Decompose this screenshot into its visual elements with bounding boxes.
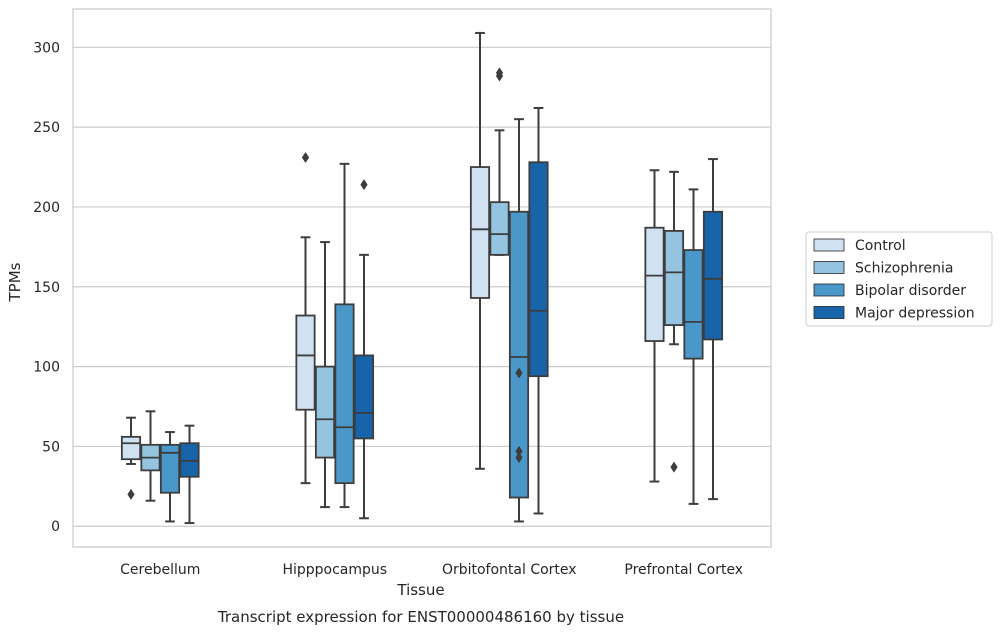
y-tick-label: 0 — [51, 519, 60, 535]
outlier-point — [515, 452, 523, 464]
y-tick-label: 150 — [33, 280, 60, 296]
box-body — [489, 201, 510, 256]
series-bipolar-disorder — [159, 118, 704, 523]
x-axis-ticks: Cerebellum Hipppocampus Orbitofontal Corte… — [120, 562, 743, 578]
outlier-point — [670, 461, 678, 473]
x-tick-label: Orbitofontal Cortex — [442, 562, 577, 578]
outlier-point — [495, 67, 504, 79]
box-body — [702, 210, 724, 341]
x-tick-label: Prefrontal Cortex — [624, 562, 743, 578]
legend-label: Major depression — [855, 306, 975, 322]
outlier-point — [515, 445, 523, 457]
box-body — [469, 166, 491, 299]
box-body — [295, 314, 316, 411]
plot-area-frame — [72, 8, 772, 548]
x-tick-label: Hipppocampus — [282, 562, 387, 578]
outlier-point — [360, 179, 368, 191]
legend-frame — [805, 231, 993, 327]
box-body — [528, 161, 549, 378]
y-tick-label: 200 — [33, 200, 60, 216]
legend-label: Control — [855, 238, 906, 254]
box-series — [120, 31, 724, 525]
y-tick-label: 250 — [33, 120, 60, 136]
y-axis-label: TPMs — [6, 262, 24, 302]
box-body — [120, 435, 142, 461]
box-body — [353, 354, 375, 440]
outlier-point — [127, 488, 135, 500]
box-body — [683, 249, 704, 360]
legend-swatch — [813, 261, 845, 274]
box-body — [334, 303, 355, 485]
legend-swatch — [813, 283, 845, 297]
y-tick-label: 50 — [42, 439, 60, 455]
legend: Control Schizophrenia Bipolar disorder Majo… — [805, 231, 993, 327]
x-axis-label: Tissue — [396, 581, 444, 599]
y-axis-ticks: 0 50 100 150 200 250 300 — [33, 40, 60, 535]
y-tick-label: 100 — [33, 360, 60, 376]
box-body — [508, 210, 530, 499]
box-body — [159, 443, 181, 494]
series-control — [120, 31, 665, 500]
series-schizophrenia — [140, 67, 685, 509]
box-body — [663, 230, 685, 326]
legend-swatch — [813, 306, 845, 319]
outlier-point — [301, 151, 310, 163]
figure-caption: Transcript expression for ENST0000048616… — [217, 608, 624, 626]
legend-swatch — [813, 238, 845, 252]
box-body — [314, 365, 336, 459]
box-body — [644, 226, 665, 342]
series-major-depression — [179, 106, 724, 525]
x-tick-label: Cerebellum — [120, 562, 200, 578]
y-tick-label: 300 — [33, 40, 60, 56]
legend-label: Bipolar disorder — [855, 283, 966, 299]
outlier-point — [515, 367, 523, 379]
legend-label: Schizophrenia — [855, 261, 953, 277]
